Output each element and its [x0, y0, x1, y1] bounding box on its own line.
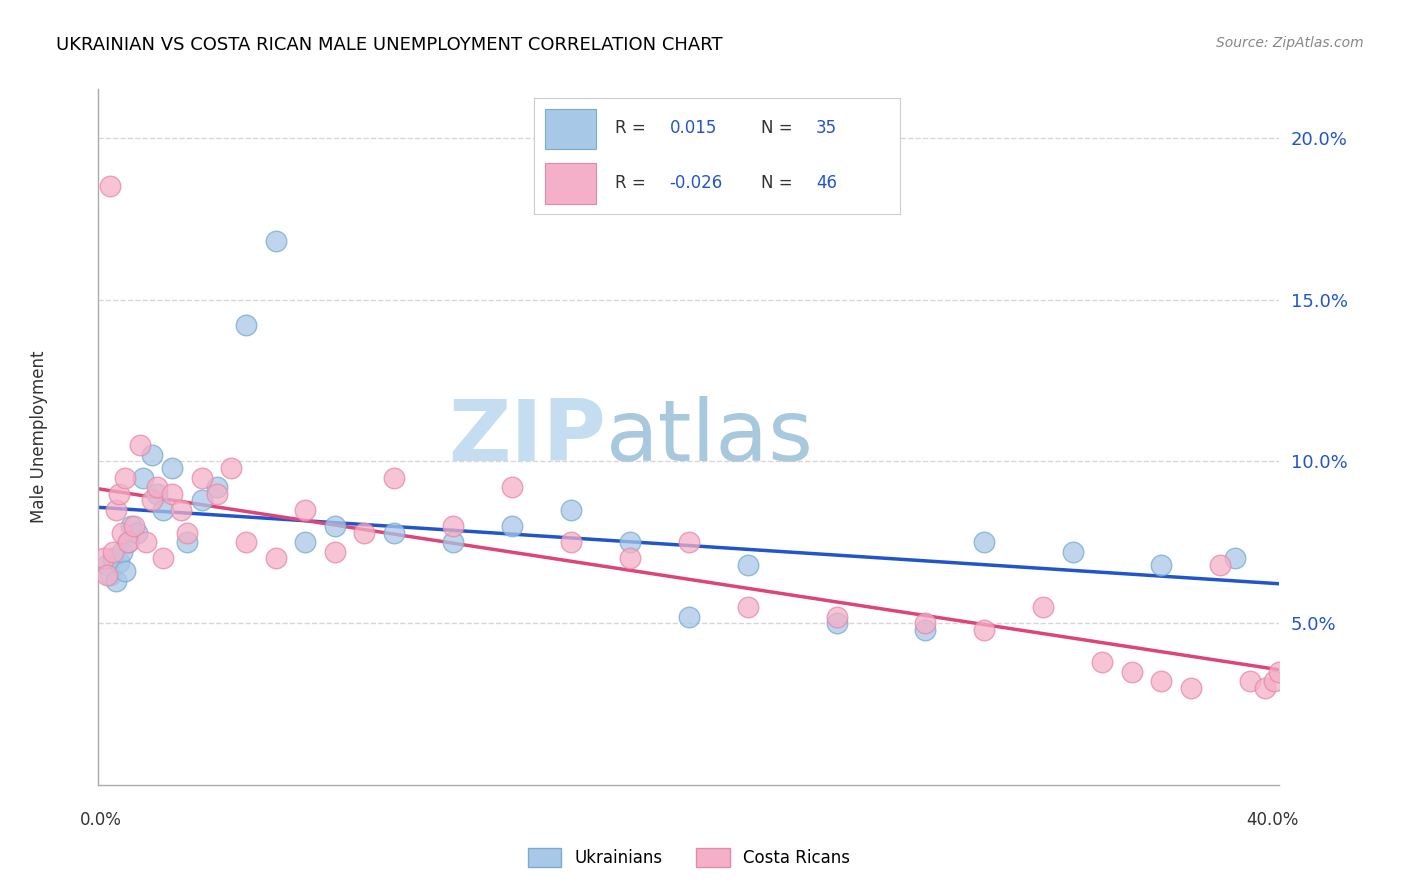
Point	[737, 599, 759, 614]
Point	[1150, 558, 1173, 572]
Point	[114, 470, 136, 484]
Point	[235, 535, 257, 549]
Point	[441, 535, 464, 549]
Point	[825, 609, 848, 624]
Text: ZIP: ZIP	[449, 395, 606, 479]
Point	[501, 480, 523, 494]
Point	[170, 503, 193, 517]
Point	[353, 525, 375, 540]
Point	[973, 623, 995, 637]
Point	[103, 551, 125, 566]
Point	[128, 438, 150, 452]
Point	[825, 616, 848, 631]
Point	[264, 551, 287, 566]
Point	[1180, 681, 1202, 695]
Point	[114, 565, 136, 579]
Point	[105, 503, 128, 517]
Point	[93, 551, 115, 566]
Point	[737, 558, 759, 572]
Point	[1062, 545, 1084, 559]
Point	[191, 470, 214, 484]
Point	[264, 235, 287, 249]
Text: R =: R =	[614, 120, 645, 137]
Text: N =: N =	[761, 120, 793, 137]
Text: Source: ZipAtlas.com: Source: ZipAtlas.com	[1216, 36, 1364, 50]
Point	[135, 535, 157, 549]
Point	[162, 486, 183, 500]
Point	[132, 470, 155, 484]
Point	[1209, 558, 1232, 572]
Point	[111, 525, 134, 540]
Point	[382, 525, 405, 540]
Point	[205, 486, 228, 500]
Point	[122, 519, 145, 533]
Point	[120, 519, 142, 533]
Point	[146, 486, 169, 500]
Point	[1263, 674, 1285, 689]
Point	[1121, 665, 1143, 679]
Point	[560, 535, 582, 549]
Point	[162, 460, 183, 475]
Point	[294, 535, 316, 549]
Point	[1223, 551, 1246, 566]
Point	[560, 503, 582, 517]
Point	[441, 519, 464, 533]
Point	[98, 179, 121, 194]
Point	[294, 503, 316, 517]
Point	[98, 567, 121, 582]
Text: R =: R =	[614, 174, 645, 192]
Point	[678, 609, 700, 624]
Point	[111, 545, 134, 559]
Legend: Ukrainians, Costa Ricans: Ukrainians, Costa Ricans	[522, 841, 856, 874]
Point	[146, 480, 169, 494]
Point	[108, 486, 131, 500]
Bar	[546, 109, 596, 149]
Point	[141, 448, 163, 462]
Point	[191, 493, 214, 508]
Point	[108, 555, 131, 569]
Point	[176, 535, 198, 549]
Text: 0.0%: 0.0%	[80, 811, 122, 829]
Point	[501, 519, 523, 533]
Point	[1032, 599, 1054, 614]
Text: -0.026: -0.026	[669, 174, 723, 192]
Point	[152, 503, 174, 517]
Point	[1268, 665, 1291, 679]
Point	[105, 574, 128, 588]
Point	[323, 519, 346, 533]
Point	[117, 535, 139, 549]
Point	[973, 535, 995, 549]
Point	[235, 318, 257, 333]
Bar	[546, 163, 596, 203]
Text: 0.015: 0.015	[669, 120, 717, 137]
Point	[914, 623, 936, 637]
Text: UKRAINIAN VS COSTA RICAN MALE UNEMPLOYMENT CORRELATION CHART: UKRAINIAN VS COSTA RICAN MALE UNEMPLOYME…	[56, 36, 723, 54]
Point	[176, 525, 198, 540]
Point	[117, 535, 139, 549]
Point	[382, 470, 405, 484]
Text: 40.0%: 40.0%	[1246, 811, 1299, 829]
Point	[619, 535, 641, 549]
Point	[141, 493, 163, 508]
Point	[914, 616, 936, 631]
Point	[1254, 681, 1277, 695]
Text: N =: N =	[761, 174, 793, 192]
Text: atlas: atlas	[606, 395, 814, 479]
Point	[323, 545, 346, 559]
Point	[1150, 674, 1173, 689]
Point	[205, 480, 228, 494]
Point	[103, 545, 125, 559]
Point	[619, 551, 641, 566]
Point	[678, 535, 700, 549]
Text: Male Unemployment: Male Unemployment	[31, 351, 48, 524]
Point	[221, 460, 243, 475]
Point	[1091, 655, 1114, 669]
Text: 35: 35	[815, 120, 837, 137]
Text: 46: 46	[815, 174, 837, 192]
Point	[152, 551, 174, 566]
Point	[1239, 674, 1261, 689]
Point	[96, 558, 118, 572]
Point	[96, 567, 118, 582]
Point	[125, 525, 148, 540]
